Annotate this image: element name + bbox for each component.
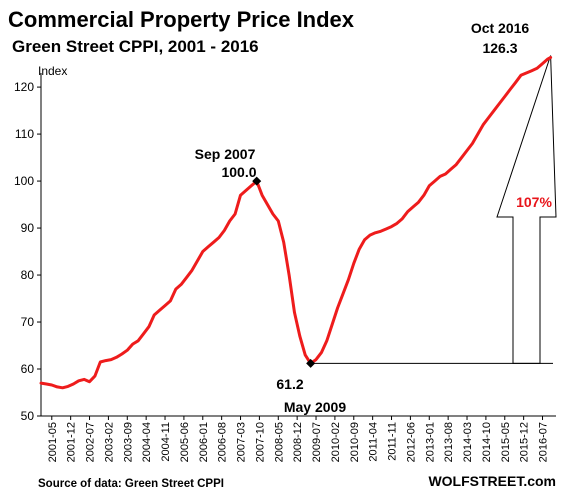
y-ticks: 50 60 70 80 90 100 110 120 — [14, 80, 41, 423]
y-tick-label: 100 — [14, 174, 34, 188]
series-line-cppi — [39, 56, 553, 390]
x-tick-label: 2006-01 — [198, 422, 210, 462]
x-tick-label: 2011-04 — [368, 422, 380, 462]
x-tick-label: 2013-01 — [424, 422, 436, 462]
x-tick-label: 2012-06 — [405, 422, 417, 462]
y-tick-label: 70 — [21, 315, 35, 329]
gain-percent-label: 107% — [516, 194, 552, 210]
x-tick-label: 2007-10 — [254, 422, 266, 462]
x-tick-label: 2001-05 — [47, 422, 59, 462]
x-tick-label: 2004-11 — [160, 422, 172, 462]
y-tick-label: 110 — [15, 127, 34, 141]
x-tick-label: 2015-05 — [500, 422, 512, 462]
x-tick-label: 2007-03 — [236, 422, 248, 462]
x-tick-label: 2008-12 — [292, 422, 304, 462]
peak-2007-marker — [252, 176, 262, 186]
x-tick-label: 2009-07 — [311, 422, 323, 462]
y-tick-label: 80 — [21, 268, 35, 282]
gain-arrow-shape — [496, 55, 557, 364]
x-tick-label: 2003-09 — [122, 422, 134, 462]
x-tick-label: 2002-07 — [85, 422, 97, 462]
x-tick-label: 2015-12 — [519, 422, 531, 462]
brand-label: WOLFSTREET.com — [428, 473, 556, 489]
peak-2016-date-label: Oct 2016 — [471, 20, 530, 36]
peak-2007-value-label: 100.0 — [221, 164, 256, 180]
chart-subtitle: Green Street CPPI, 2001 - 2016 — [12, 37, 259, 56]
chart-title: Commercial Property Price Index — [8, 7, 355, 32]
x-tick-label: 2011-11 — [387, 422, 399, 461]
trough-2009-marker — [306, 358, 316, 368]
y-tick-label: 120 — [14, 80, 34, 94]
y-tick-label: 60 — [21, 362, 35, 376]
y-axis-label: Index — [38, 64, 67, 78]
trough-2009-value-label: 61.2 — [276, 376, 303, 392]
axes — [40, 73, 556, 417]
x-tick-label: 2010-09 — [349, 422, 361, 462]
x-tick-label: 2014-03 — [462, 422, 474, 462]
x-tick-label: 2005-06 — [179, 422, 191, 462]
markers — [252, 176, 316, 368]
x-tick-label: 2008-05 — [273, 422, 285, 462]
y-tick-label: 90 — [21, 221, 35, 235]
y-tick-label: 50 — [21, 409, 35, 423]
x-tick-label: 2013-08 — [443, 422, 455, 462]
trough-2009-date-label: May 2009 — [284, 399, 346, 415]
x-tick-label: 2014-10 — [481, 422, 493, 462]
source-note: Source of data: Green Street CPPI — [38, 478, 224, 490]
x-tick-label: 2004-04 — [141, 422, 153, 462]
peak-2007-date-label: Sep 2007 — [195, 146, 256, 162]
peak-2016-value-label: 126.3 — [482, 40, 517, 56]
x-tick-label: 2010-02 — [330, 422, 342, 462]
gain-arrow — [496, 55, 557, 364]
x-tick-label: 2003-02 — [103, 422, 115, 462]
x-tick-label: 2001-12 — [66, 422, 78, 462]
x-tick-label: 2016-07 — [538, 422, 550, 462]
x-ticks: 2001-05 2001-12 2002-07 2003-02 2003-09 2004-… — [47, 416, 550, 462]
x-tick-label: 2006-08 — [217, 422, 229, 462]
